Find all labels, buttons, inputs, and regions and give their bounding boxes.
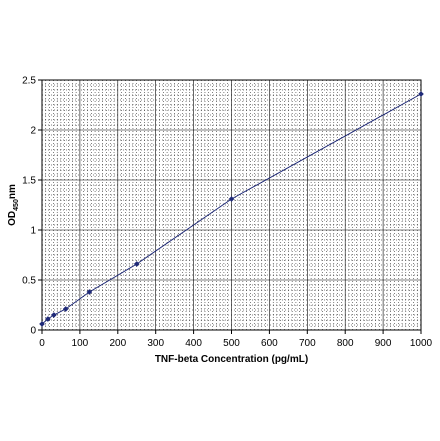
y-tick-label: 1 (30, 226, 36, 237)
y-axis-title-unit: nm (7, 184, 18, 199)
data-point (228, 196, 235, 202)
x-tick-label: 800 (337, 338, 354, 349)
data-point (50, 312, 57, 318)
grid (42, 80, 421, 330)
x-tick-label: 200 (109, 338, 126, 349)
data-points (39, 91, 424, 327)
y-axis-title-main: OD (7, 211, 18, 226)
x-tick-label: 300 (147, 338, 164, 349)
x-tick-label: 600 (261, 338, 278, 349)
x-tick-label: 1000 (410, 338, 433, 349)
x-tick-label: 700 (299, 338, 316, 349)
data-point (133, 261, 140, 267)
data-point (39, 321, 45, 327)
data-point (418, 91, 424, 97)
x-tick-label: 400 (185, 338, 202, 349)
y-axis-title-subscript: 450 (13, 199, 20, 211)
x-tick-label: 100 (72, 338, 89, 349)
y-tick-label: 1.5 (22, 176, 36, 187)
y-tick-label: 0.5 (22, 276, 36, 287)
y-tick-label: 2 (30, 126, 36, 137)
y-tick-label: 0 (30, 326, 36, 337)
y-tick-label: 2.5 (22, 76, 36, 87)
data-point (44, 316, 51, 322)
x-tick-label: 0 (39, 338, 45, 349)
x-axis-title: TNF-beta Concentration (pg/mL) (155, 354, 308, 365)
data-point (62, 306, 69, 312)
axis-ticks: 0 100 200 300 400 500 600 700 800 900 1000 0 0.5 1 1.5… (22, 76, 432, 350)
y-axis-title: OD450nm (7, 184, 20, 226)
data-point (86, 289, 93, 295)
x-tick-label: 500 (223, 338, 240, 349)
x-tick-label: 900 (375, 338, 392, 349)
